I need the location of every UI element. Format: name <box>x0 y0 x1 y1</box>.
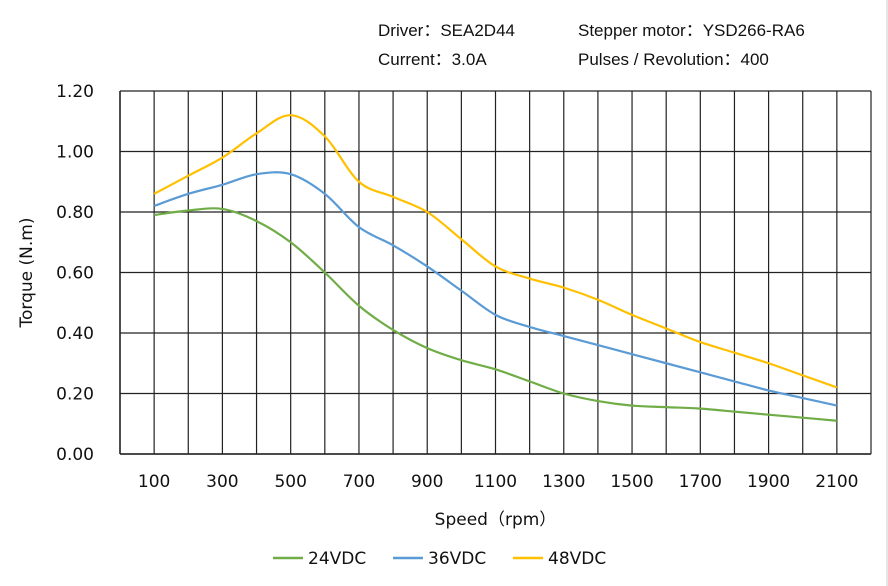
frame-edge <box>886 0 888 586</box>
y-tick-label: 1.20 <box>56 82 94 102</box>
x-tick-label: 1300 <box>542 472 585 492</box>
x-tick-label: 500 <box>274 472 306 492</box>
x-axis-label: Speed（rpm） <box>435 510 557 530</box>
x-tick-label: 100 <box>138 472 170 492</box>
x-tick-label: 2100 <box>815 472 858 492</box>
legend-label: 48VDC <box>548 549 606 569</box>
pulses-label: Pulses / Revolution：400 <box>578 50 769 69</box>
x-tick-label: 1700 <box>679 472 722 492</box>
motor-label: Stepper motor：YSD266-RA6 <box>578 21 805 40</box>
driver-label: Driver：SEA2D44 <box>378 21 515 40</box>
series-line-48VDC <box>153 114 838 389</box>
y-tick-label: 0.20 <box>56 385 94 405</box>
series-line-36VDC <box>153 171 838 407</box>
legend-label: 36VDC <box>428 549 486 569</box>
series-line-24VDC <box>153 207 837 422</box>
x-tick-label: 900 <box>411 472 443 492</box>
legend-label: 24VDC <box>308 549 366 569</box>
y-tick-label: 0.80 <box>56 203 94 223</box>
x-tick-label: 1100 <box>474 472 517 492</box>
y-tick-label: 0.00 <box>56 445 94 465</box>
y-axis-label: Torque (N.m) <box>17 218 37 329</box>
x-tick-label: 700 <box>343 472 375 492</box>
y-tick-label: 0.40 <box>56 324 94 344</box>
y-tick-label: 1.00 <box>56 143 94 163</box>
y-tick-label: 0.60 <box>56 264 94 284</box>
current-label: Current：3.0A <box>378 50 487 69</box>
x-tick-label: 1900 <box>747 472 790 492</box>
x-tick-label: 1500 <box>610 472 653 492</box>
x-tick-label: 300 <box>206 472 238 492</box>
